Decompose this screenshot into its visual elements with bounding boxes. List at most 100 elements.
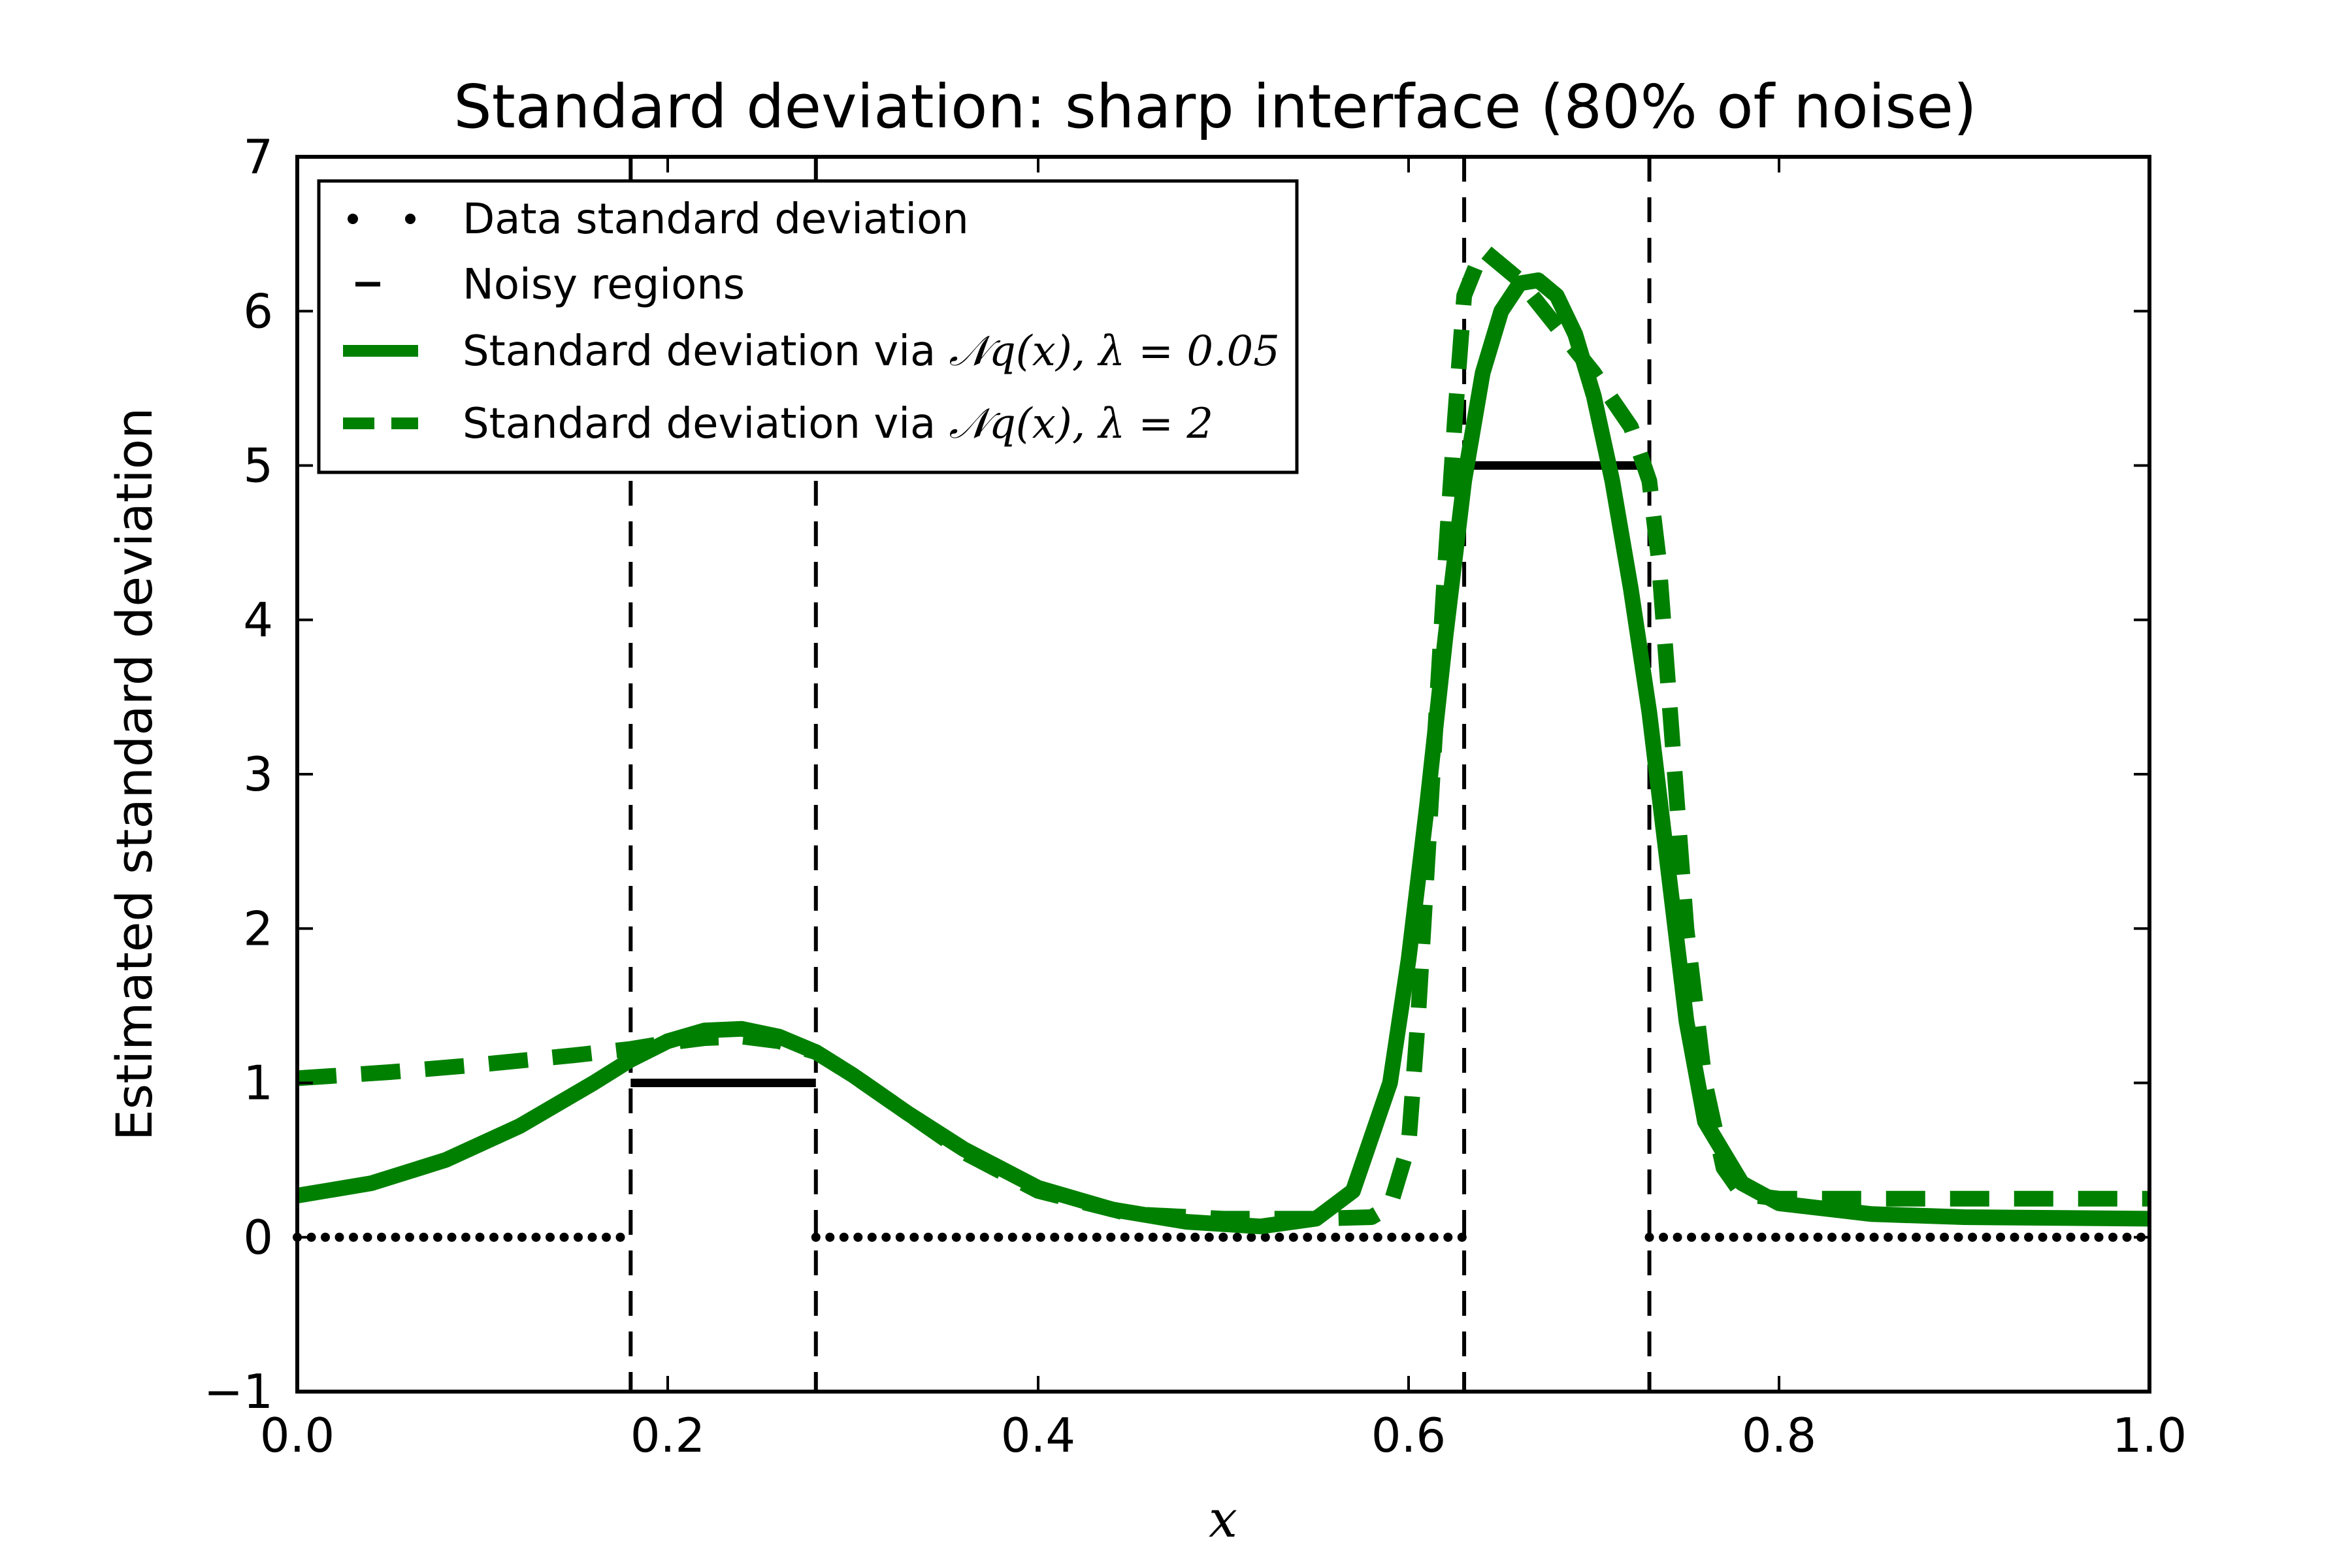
data-std-point bbox=[1996, 1232, 2006, 1242]
legend-item-data-std: Data standard deviation bbox=[348, 195, 969, 244]
data-std-point bbox=[1316, 1232, 1326, 1242]
data-std-point bbox=[1303, 1232, 1313, 1242]
data-std-point bbox=[1982, 1232, 1991, 1242]
data-std-point bbox=[531, 1232, 541, 1242]
data-std-point bbox=[546, 1232, 555, 1242]
y-tick-label: 6 bbox=[243, 284, 273, 338]
data-std-point bbox=[1050, 1232, 1060, 1242]
data-std-point bbox=[1429, 1232, 1439, 1242]
y-tick-label: −1 bbox=[204, 1364, 273, 1419]
data-std-point bbox=[1715, 1232, 1725, 1242]
data-std-point bbox=[1659, 1232, 1669, 1242]
data-std-point bbox=[909, 1232, 919, 1242]
data-std-point bbox=[1247, 1232, 1256, 1242]
data-std-point bbox=[951, 1232, 961, 1242]
legend-marker-dot bbox=[405, 214, 416, 224]
data-std-point bbox=[2066, 1232, 2076, 1242]
data-std-point bbox=[1415, 1232, 1425, 1242]
data-std-point bbox=[2024, 1232, 2034, 1242]
data-std-point bbox=[1401, 1232, 1411, 1242]
data-std-point bbox=[1743, 1232, 1753, 1242]
data-std-point bbox=[938, 1232, 947, 1242]
data-std-point bbox=[587, 1232, 597, 1242]
legend-label-data-std: Data standard deviation bbox=[463, 195, 969, 244]
data-std-point bbox=[1925, 1232, 1935, 1242]
data-std-point bbox=[1443, 1232, 1453, 1242]
data-std-point bbox=[559, 1232, 569, 1242]
data-std-point bbox=[574, 1232, 583, 1242]
data-std-point bbox=[1204, 1232, 1214, 1242]
data-std-point bbox=[1359, 1232, 1369, 1242]
data-std-point bbox=[1813, 1232, 1823, 1242]
chart-title: Standard deviation: sharp interface (80%… bbox=[453, 72, 1976, 142]
data-std-point bbox=[1275, 1232, 1284, 1242]
data-std-point bbox=[1022, 1232, 1032, 1242]
data-std-point bbox=[867, 1232, 877, 1242]
data-std-point bbox=[1036, 1232, 1045, 1242]
data-std-point bbox=[1940, 1232, 1950, 1242]
data-std-point bbox=[1953, 1232, 1963, 1242]
data-std-point bbox=[377, 1232, 386, 1242]
data-std-point bbox=[1106, 1232, 1116, 1242]
legend-item-noisy-regions: Noisy regions bbox=[355, 261, 745, 309]
data-std-point bbox=[1771, 1232, 1781, 1242]
x-tick-label: 1.0 bbox=[2112, 1408, 2187, 1463]
data-std-point bbox=[391, 1232, 400, 1242]
data-std-point bbox=[1897, 1232, 1907, 1242]
x-tick-label: 0.4 bbox=[1001, 1408, 1076, 1463]
data-std-point bbox=[405, 1232, 414, 1242]
x-tick-label: 0.8 bbox=[1742, 1408, 1817, 1463]
data-std-point bbox=[1260, 1232, 1270, 1242]
data-std-point bbox=[2080, 1232, 2090, 1242]
data-std-point bbox=[1673, 1232, 1682, 1242]
data-std-point bbox=[923, 1232, 933, 1242]
data-std-point bbox=[321, 1232, 330, 1242]
data-std-segment-3 bbox=[1644, 1232, 2146, 1242]
x-axis-label: x bbox=[1209, 1490, 1237, 1549]
data-std-point bbox=[966, 1232, 975, 1242]
legend-item-lambda-2: Standard deviation via 𝒩q(x), λ = 2 bbox=[343, 400, 1213, 448]
legend-label-lambda-2: Standard deviation via 𝒩q(x), λ = 2 bbox=[463, 400, 1213, 448]
data-std-point bbox=[1232, 1232, 1242, 1242]
data-std-point bbox=[853, 1232, 863, 1242]
plot-area bbox=[293, 157, 2150, 1392]
data-std-point bbox=[1968, 1232, 1978, 1242]
data-std-point bbox=[2038, 1232, 2048, 1242]
data-std-point bbox=[1701, 1232, 1710, 1242]
data-std-point bbox=[1078, 1232, 1088, 1242]
data-std-point bbox=[1799, 1232, 1809, 1242]
data-std-point bbox=[433, 1232, 442, 1242]
legend-marker-dot bbox=[348, 214, 358, 224]
data-std-point bbox=[1457, 1232, 1467, 1242]
data-std-point bbox=[335, 1232, 344, 1242]
legend: Data standard deviation Noisy regions Stan… bbox=[317, 179, 1299, 474]
data-std-point bbox=[1912, 1232, 1921, 1242]
legend-frame bbox=[317, 179, 1299, 474]
data-std-point bbox=[1176, 1232, 1186, 1242]
data-std-point bbox=[1288, 1232, 1298, 1242]
legend-label-noisy-regions: Noisy regions bbox=[463, 261, 745, 309]
data-std-point bbox=[1855, 1232, 1865, 1242]
y-tick-label: 5 bbox=[243, 438, 273, 493]
data-std-point bbox=[1687, 1232, 1697, 1242]
data-std-segment-1 bbox=[293, 1232, 625, 1242]
data-std-point bbox=[2108, 1232, 2118, 1242]
data-std-point bbox=[1729, 1232, 1739, 1242]
legend-label-lambda-0-05: Standard deviation via 𝒩q(x), λ = 0.05 bbox=[463, 327, 1280, 376]
data-std-point bbox=[994, 1232, 1004, 1242]
data-std-point bbox=[461, 1232, 470, 1242]
data-std-point bbox=[2052, 1232, 2062, 1242]
data-std-point bbox=[1331, 1232, 1341, 1242]
data-std-point bbox=[447, 1232, 457, 1242]
data-std-point bbox=[1120, 1232, 1130, 1242]
y-tick-label: 1 bbox=[243, 1056, 273, 1111]
axis-ticks: 0.0 0.2 0.4 0.6 0.8 1.0 −1 0 1 2 3 4 5 6 7 bbox=[204, 129, 2187, 1463]
data-std-point bbox=[825, 1232, 835, 1242]
data-std-point bbox=[881, 1232, 891, 1242]
data-std-point bbox=[602, 1232, 611, 1242]
data-std-point bbox=[419, 1232, 429, 1242]
data-std-point bbox=[475, 1232, 485, 1242]
data-std-point bbox=[1162, 1232, 1172, 1242]
data-std-point bbox=[1827, 1232, 1837, 1242]
y-tick-label: 2 bbox=[243, 901, 273, 956]
